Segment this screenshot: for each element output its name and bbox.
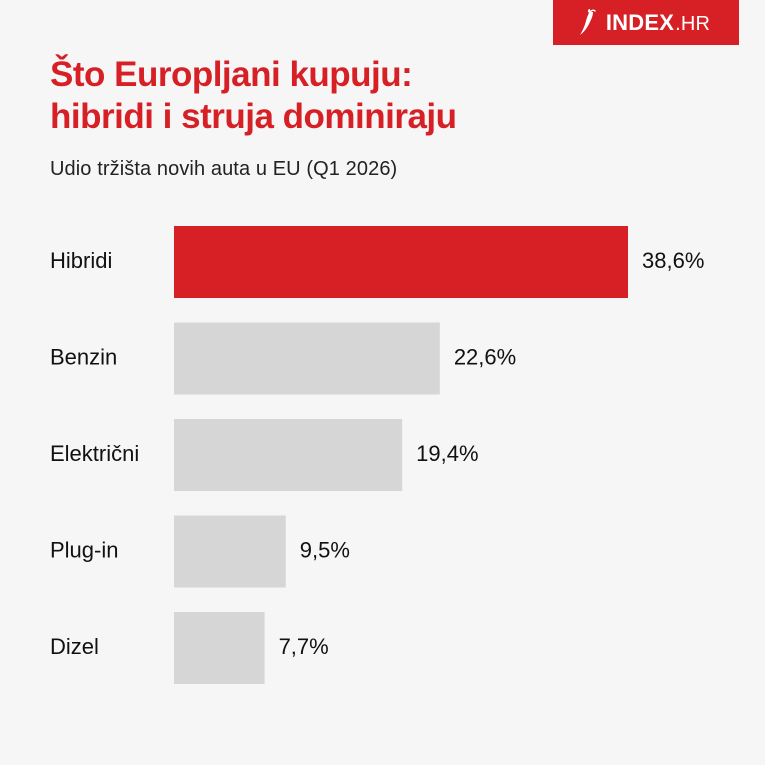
brand-tld: .HR xyxy=(675,12,711,35)
category-label-dizel: Dizel xyxy=(50,634,99,659)
chart-subtitle: Udio tržišta novih auta u EU (Q1 2026) xyxy=(50,158,398,180)
category-label-elektri-ni: Električni xyxy=(50,441,139,466)
bar-hibridi xyxy=(174,226,628,298)
category-label-plug-in: Plug-in xyxy=(50,537,118,562)
value-label-benzin: 22,6% xyxy=(454,344,516,369)
bar-elektri-ni xyxy=(174,419,403,491)
brand-logo[interactable]: INDEX.HR xyxy=(553,0,739,45)
page-title: Što Europljani kupuju: hibridi i struja … xyxy=(50,54,710,138)
brand-name-text: INDEX xyxy=(605,9,675,35)
bar-dizel xyxy=(174,612,265,684)
title-line-1: Što Europljani kupuju: xyxy=(50,55,413,94)
category-label-hibridi: Hibridi xyxy=(50,248,112,273)
value-label-plug-in: 9,5% xyxy=(300,537,350,562)
title-line-2: hibridi i struja dominiraju xyxy=(50,97,457,136)
brand-name: INDEX.HR xyxy=(605,9,711,35)
value-label-elektri-ni: 19,4% xyxy=(416,441,478,466)
value-label-dizel: 7,7% xyxy=(279,634,329,659)
value-label-hibridi: 38,6% xyxy=(642,248,704,273)
category-label-benzin: Benzin xyxy=(50,344,117,369)
bar-plug-in xyxy=(174,515,286,588)
bar-benzin xyxy=(174,322,440,395)
chili-pepper-icon xyxy=(579,8,596,35)
